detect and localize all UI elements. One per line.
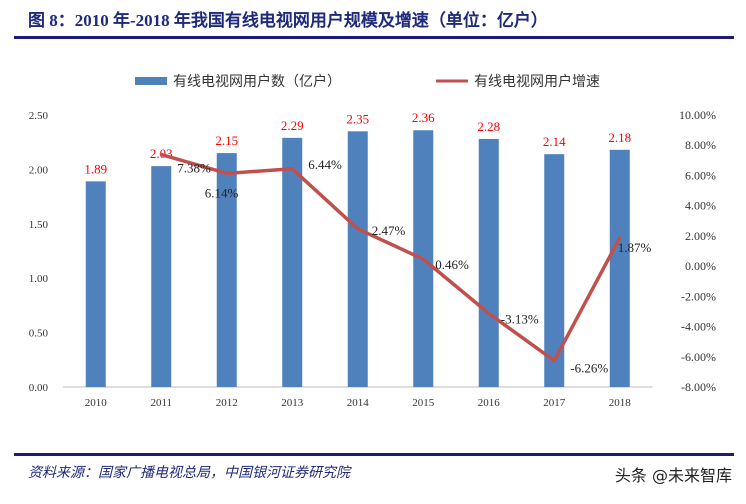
x-tick-label: 2016 (478, 397, 501, 409)
line-data-label: -6.26% (570, 361, 608, 376)
line-point (356, 227, 360, 231)
watermark: 头条 @未来智库 (614, 466, 732, 485)
x-tick-label: 2013 (281, 397, 304, 409)
bar (478, 138, 499, 387)
bar-data-label: 2.28 (477, 119, 500, 134)
right-tick-label: 0.00% (685, 259, 716, 273)
left-tick-label: 2.50 (29, 110, 49, 122)
bottom-rule (14, 453, 734, 456)
x-tick-label: 2011 (150, 397, 172, 409)
growth-line (160, 152, 622, 363)
right-tick-label: 8.00% (685, 138, 716, 152)
x-tick-label: 2017 (543, 397, 566, 409)
left-tick-label: 0.50 (29, 328, 49, 340)
legend-bar-swatch (135, 77, 167, 85)
bar-data-label: 2.14 (543, 134, 566, 149)
left-tick-label: 0.00 (29, 382, 49, 394)
bar (216, 153, 237, 387)
line-data-label: 2.47% (372, 223, 406, 238)
bar-data-label: 2.15 (215, 133, 238, 148)
x-tick-label: 2010 (85, 397, 108, 409)
left-tick-label: 1.00 (29, 273, 49, 285)
x-tick-label: 2015 (412, 397, 435, 409)
source-note: 资料来源：国家广播电视总局，中国银河证券研究院 (28, 465, 350, 481)
left-tick-label: 2.00 (29, 164, 49, 176)
right-tick-label: 4.00% (685, 199, 716, 213)
line-point (159, 153, 163, 157)
line-point (421, 257, 425, 261)
bar-data-label: 2.35 (346, 111, 369, 126)
bar-data-label: 2.36 (412, 110, 435, 125)
figure-title: 图 8：2010 年-2018 年我国有线电视网用户规模及增速（单位：亿户） (28, 11, 548, 30)
right-tick-label: -8.00% (681, 380, 716, 394)
line-point (552, 359, 556, 363)
line-data-label: 6.44% (308, 157, 342, 172)
right-tick-label: -6.00% (681, 350, 716, 364)
bar-data-label: 2.18 (608, 130, 631, 145)
right-tick-label: 10.00% (679, 108, 716, 122)
legend-line-label: 有线电视网用户增速 (474, 73, 600, 90)
bar-data-label: 1.89 (84, 161, 107, 176)
legend-bar-label: 有线电视网用户数（亿户） (173, 73, 341, 90)
left-tick-label: 1.50 (29, 219, 49, 231)
line-data-label: 6.14% (205, 185, 239, 200)
x-tick-label: 2012 (216, 397, 238, 409)
right-tick-label: -4.00% (681, 320, 716, 334)
bar-data-label: 2.29 (281, 118, 304, 133)
x-tick-label: 2014 (347, 397, 370, 409)
line-data-label: 1.87% (618, 240, 652, 255)
top-rule (14, 36, 734, 39)
bar (609, 149, 630, 387)
bar (151, 166, 172, 387)
right-tick-label: 2.00% (685, 229, 716, 243)
x-tick-label: 2018 (609, 397, 632, 409)
bar (282, 137, 303, 387)
line-point (487, 311, 491, 315)
line-point (290, 167, 294, 171)
line-data-label: -3.13% (501, 311, 539, 326)
line-data-label: 0.46% (435, 257, 469, 272)
line-data-label: 7.38% (177, 161, 211, 176)
bar (544, 154, 565, 387)
bar (85, 181, 106, 387)
bar (347, 131, 368, 387)
right-tick-label: 6.00% (685, 168, 716, 182)
line-point (225, 171, 229, 175)
right-tick-label: -2.00% (681, 289, 716, 303)
chart: 0.00 0.50 1.00 1.50 2.00 2.50 -8.00% -6.00% -4.0… (29, 73, 716, 409)
line-point (618, 236, 622, 240)
